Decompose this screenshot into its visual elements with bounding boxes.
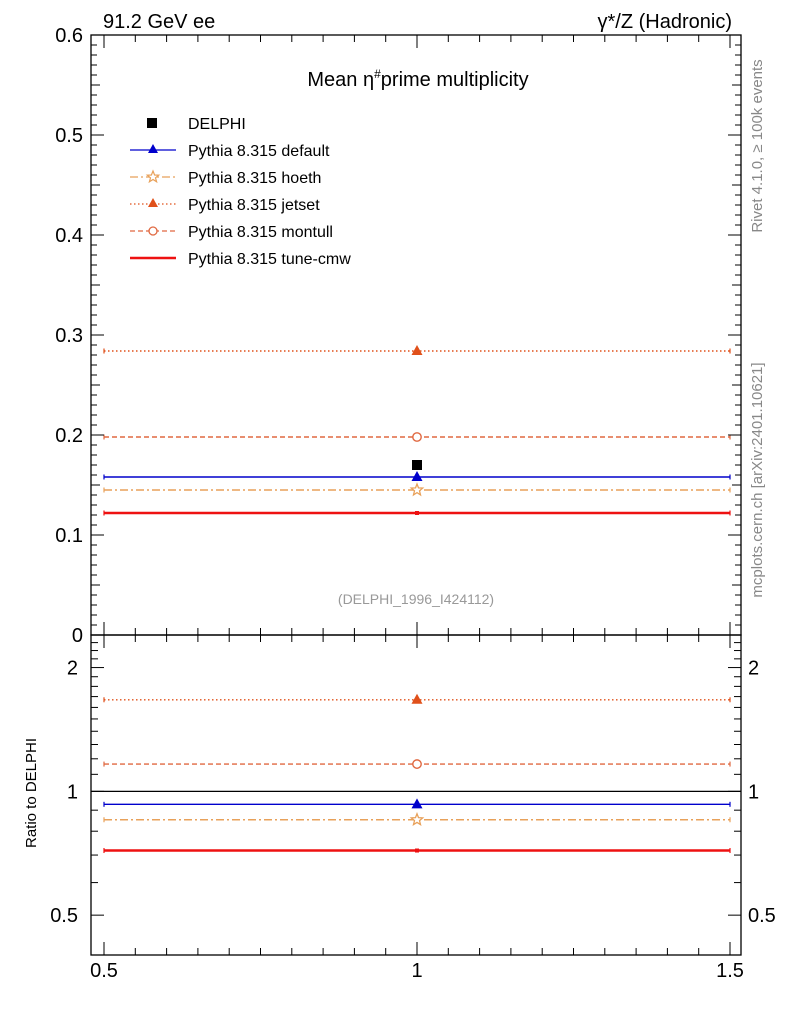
ratio-ytick-label-right: 1 [748, 781, 759, 803]
ratio-xtick-label: 1 [411, 960, 422, 982]
title-suffix: prime multiplicity [381, 69, 529, 91]
energy-label: 91.2 GeV ee [103, 11, 215, 33]
legend-label-cmw: Pythia 8.315 tune-cmw [188, 251, 351, 268]
legend-label-hoeth: Pythia 8.315 hoeth [188, 170, 321, 187]
title-superscript: # [374, 67, 381, 81]
ratio-marker-hoeth [409, 812, 425, 827]
main-marker-jetset [411, 345, 423, 355]
legend-marker-hoeth [145, 169, 161, 184]
legend-marker-jetset [148, 198, 158, 207]
legend-marker-default [148, 144, 158, 153]
ratio-xtick-label: 0.5 [90, 960, 118, 982]
legend-label-jetset: Pythia 8.315 jetset [188, 197, 320, 214]
main-ytick-label-zero: 0 [72, 625, 83, 647]
ratio-xtick-label: 1.5 [716, 960, 744, 982]
legend-label-default: Pythia 8.315 default [188, 143, 330, 160]
plot-area: 0.1 0.2 0.3 0.4 0.5 0.6 0 0.5 0.5 1 1 2 2 0.5 1 1.5 [50, 25, 776, 982]
legend-label-delphi: DELPHI [188, 116, 246, 133]
legend: DELPHI Pythia 8.315 default Pythia 8.315… [130, 116, 351, 268]
main-ytick-label: 0.6 [55, 25, 83, 47]
main-ytick-label: 0.1 [55, 525, 83, 547]
ratio-ytick-label: 0.5 [50, 905, 78, 927]
main-ytick-label: 0.4 [55, 225, 83, 247]
title-prefix: Mean [307, 69, 363, 91]
main-ytick-label: 0.5 [55, 125, 83, 147]
main-data-point-delphi [412, 460, 422, 470]
legend-label-montull: Pythia 8.315 montull [188, 224, 333, 241]
ratio-marker-cmw [415, 848, 419, 853]
ratio-ytick-label-right: 2 [748, 658, 759, 680]
main-ytick-label: 0.2 [55, 425, 83, 447]
ratio-ytick-label-right: 0.5 [748, 905, 776, 927]
analysis-id: (DELPHI_1996_I424112) [338, 591, 494, 607]
ratio-marker-jetset [411, 693, 423, 704]
rivet-label: Rivet 4.1.0, ≥ 100k events [749, 59, 766, 232]
main-ytick-label: 0.3 [55, 325, 83, 347]
process-label: γ*/Z (Hadronic) [598, 11, 732, 33]
ratio-ylabel: Ratio to DELPHI [23, 738, 40, 848]
ratio-ytick-label: 1 [67, 781, 78, 803]
title-symbol: η [363, 69, 374, 91]
legend-marker-delphi [147, 118, 157, 128]
legend-marker-montull [148, 226, 158, 236]
main-marker-montull [412, 432, 422, 442]
main-marker-default [411, 471, 423, 481]
ratio-marker-default [411, 798, 423, 809]
ratio-marker-montull [412, 759, 422, 769]
ratio-ytick-label: 2 [67, 658, 78, 680]
main-marker-cmw [415, 511, 419, 515]
ratio-frame [90, 634, 742, 956]
main-marker-hoeth [409, 482, 425, 497]
mcplots-label: mcplots.cern.ch [arXiv:2401.10621] [749, 362, 766, 597]
plot-title: Mean η#prime multiplicity [307, 67, 528, 91]
